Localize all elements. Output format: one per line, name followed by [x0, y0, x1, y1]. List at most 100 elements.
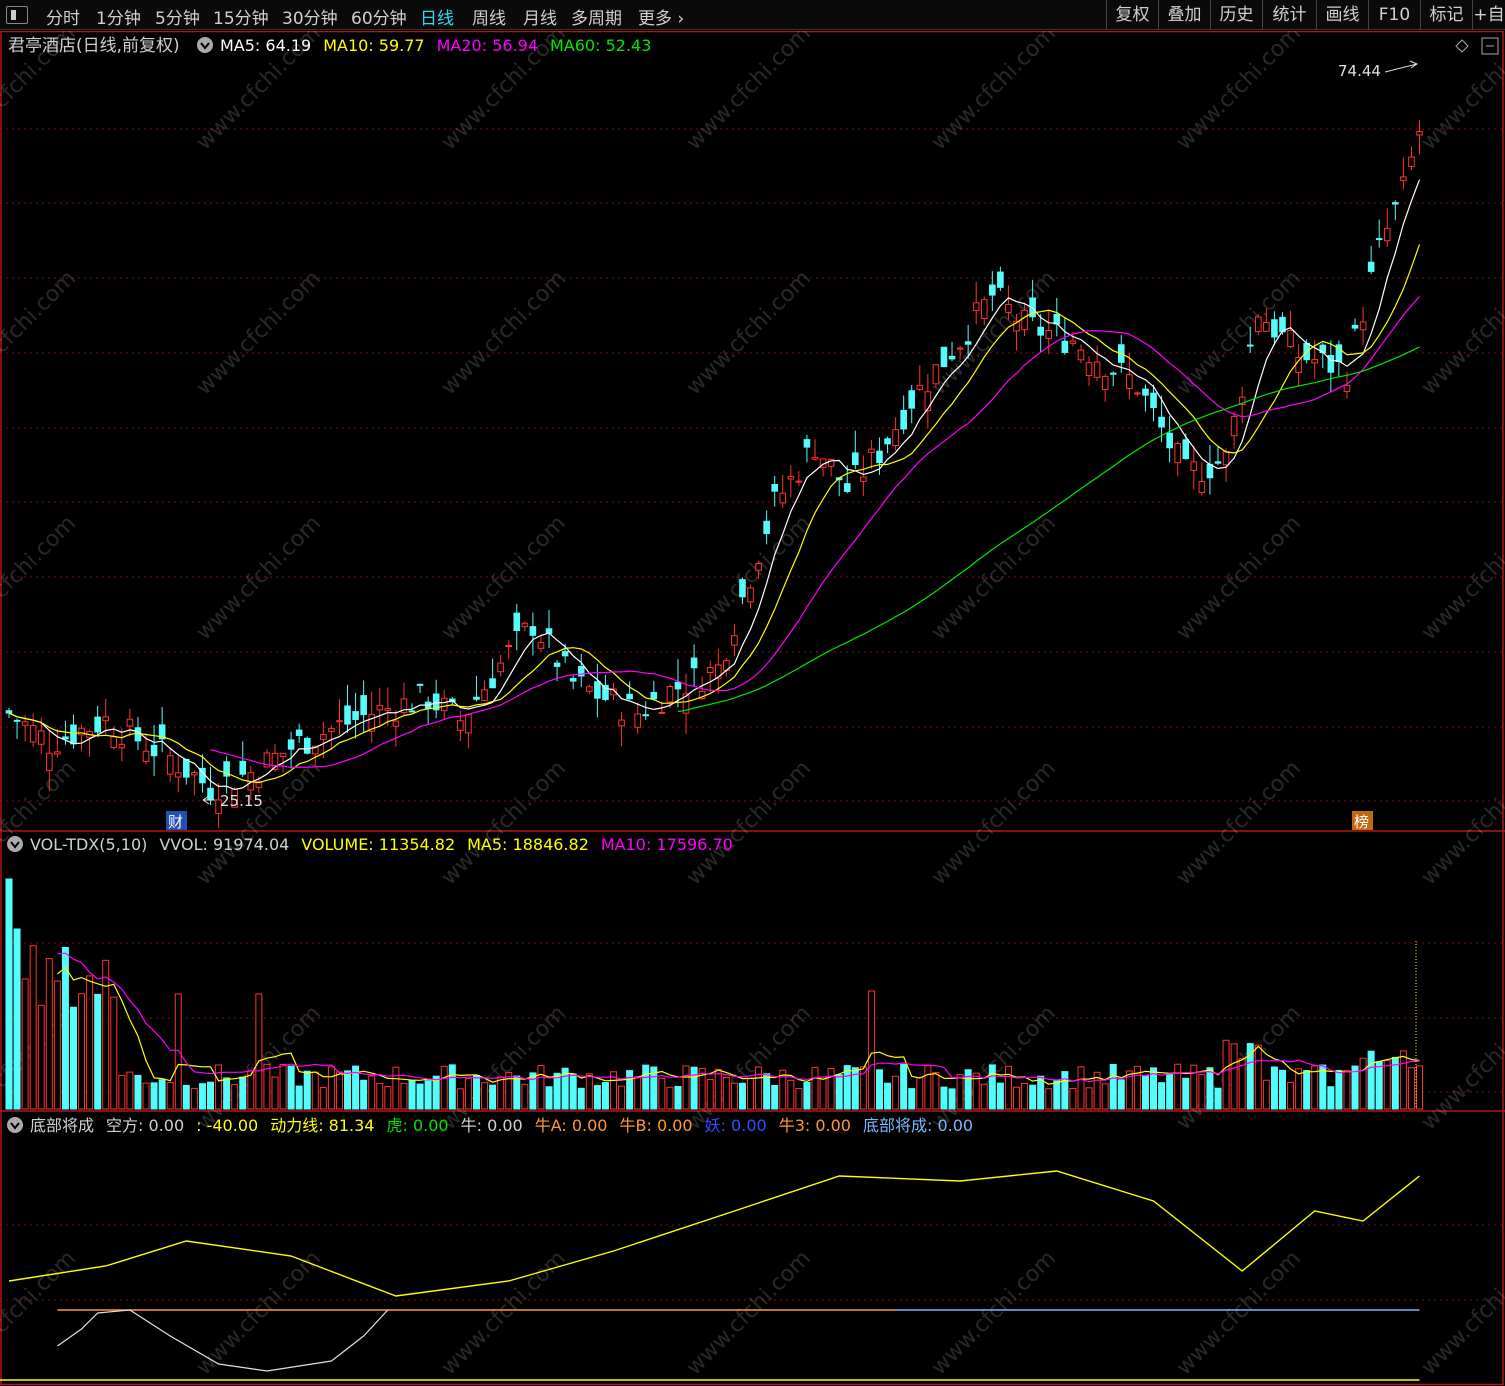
- candle[interactable]: [989, 271, 996, 312]
- candle[interactable]: [916, 365, 924, 392]
- volume-bar[interactable]: [569, 1073, 577, 1110]
- volume-bar[interactable]: [924, 1065, 932, 1110]
- candle[interactable]: [384, 687, 392, 726]
- candle[interactable]: [1271, 311, 1278, 346]
- volume-bar[interactable]: [1053, 1079, 1061, 1110]
- volume-bar[interactable]: [1367, 1050, 1375, 1110]
- volume-bar[interactable]: [360, 1079, 368, 1110]
- volume-bar[interactable]: [247, 1070, 255, 1110]
- candle[interactable]: [1142, 384, 1149, 412]
- candle[interactable]: [763, 510, 770, 545]
- volume-bar[interactable]: [166, 1082, 174, 1110]
- diamond-icon[interactable]: [1455, 39, 1469, 53]
- volume-bar[interactable]: [497, 1076, 505, 1110]
- candle[interactable]: [690, 644, 698, 687]
- volume-bar[interactable]: [521, 1083, 529, 1110]
- candle[interactable]: [1408, 146, 1415, 171]
- candle[interactable]: [1109, 371, 1117, 387]
- candle[interactable]: [900, 395, 907, 435]
- volume-bar[interactable]: [996, 1082, 1004, 1110]
- candle[interactable]: [1021, 302, 1028, 337]
- candle[interactable]: [263, 749, 271, 768]
- candle[interactable]: [497, 654, 504, 677]
- volume-bar[interactable]: [37, 1004, 45, 1110]
- candle[interactable]: [1263, 308, 1270, 332]
- volume-bar[interactable]: [198, 1083, 206, 1110]
- candle[interactable]: [1359, 306, 1367, 345]
- candle[interactable]: [287, 731, 295, 769]
- candle[interactable]: [13, 718, 21, 739]
- volume-bar[interactable]: [610, 1071, 617, 1110]
- volume-bar[interactable]: [803, 1082, 811, 1110]
- volume-bar[interactable]: [730, 1082, 738, 1110]
- candle[interactable]: [223, 756, 230, 794]
- volume-bar[interactable]: [1230, 1043, 1238, 1110]
- volume-bar[interactable]: [5, 878, 13, 1110]
- candle[interactable]: [1093, 345, 1101, 382]
- volume-bar[interactable]: [456, 1088, 464, 1110]
- volume-bar[interactable]: [690, 1066, 698, 1110]
- candle[interactable]: [344, 684, 351, 733]
- volume-bar[interactable]: [1037, 1075, 1045, 1110]
- candle[interactable]: [1214, 445, 1222, 466]
- volume-bar[interactable]: [1399, 1050, 1407, 1110]
- volume-bar[interactable]: [1158, 1082, 1166, 1110]
- volume-bar[interactable]: [1198, 1073, 1206, 1110]
- candle[interactable]: [674, 659, 682, 708]
- candle[interactable]: [174, 756, 182, 793]
- candle[interactable]: [618, 711, 625, 747]
- volume-bar[interactable]: [988, 1064, 996, 1110]
- volume-bar[interactable]: [207, 1081, 214, 1110]
- candle[interactable]: [795, 471, 803, 486]
- volume-bar[interactable]: [1246, 1043, 1254, 1110]
- volume-bar[interactable]: [174, 993, 182, 1110]
- candle[interactable]: [610, 682, 617, 700]
- volume-bar[interactable]: [1085, 1087, 1093, 1110]
- candle[interactable]: [5, 707, 13, 719]
- candle[interactable]: [1311, 340, 1319, 379]
- candle[interactable]: [118, 728, 126, 762]
- volume-bar[interactable]: [1182, 1077, 1190, 1110]
- candle[interactable]: [980, 296, 988, 326]
- candle[interactable]: [553, 659, 561, 682]
- volume-bar[interactable]: [585, 1073, 593, 1110]
- candle[interactable]: [465, 713, 472, 749]
- volume-bar[interactable]: [408, 1079, 416, 1110]
- volume-bar[interactable]: [45, 958, 53, 1110]
- volume-bar[interactable]: [158, 1079, 166, 1110]
- volume-bar[interactable]: [432, 1075, 440, 1110]
- candle[interactable]: [328, 725, 335, 751]
- volume-bar[interactable]: [698, 1067, 706, 1110]
- toolbar-button-4[interactable]: 画线: [1316, 0, 1368, 30]
- volume-bar[interactable]: [658, 1077, 666, 1110]
- volume-bar[interactable]: [561, 1067, 569, 1110]
- volume-bar[interactable]: [1109, 1064, 1117, 1110]
- volume-bar[interactable]: [1045, 1088, 1053, 1110]
- volume-bar[interactable]: [416, 1083, 424, 1110]
- candle[interactable]: [481, 680, 488, 702]
- candle[interactable]: [392, 709, 400, 747]
- volume-bar[interactable]: [376, 1082, 384, 1110]
- tab-3[interactable]: 15分钟: [213, 9, 269, 29]
- volume-bar[interactable]: [1174, 1063, 1182, 1110]
- candlesticks[interactable]: [5, 120, 1423, 828]
- tab-9[interactable]: 多周期: [571, 9, 622, 29]
- volume-bar[interactable]: [1093, 1071, 1101, 1110]
- volume-bar[interactable]: [1029, 1084, 1037, 1110]
- candle[interactable]: [1061, 317, 1069, 355]
- volume-bar[interactable]: [948, 1088, 956, 1110]
- volume-bar[interactable]: [1303, 1070, 1311, 1110]
- volume-bar[interactable]: [1375, 1061, 1383, 1110]
- volume-bar[interactable]: [472, 1074, 480, 1110]
- candle[interactable]: [521, 621, 529, 632]
- volume-bar[interactable]: [279, 1064, 287, 1110]
- candle[interactable]: [1295, 343, 1302, 386]
- tab-6[interactable]: 日线: [420, 9, 454, 29]
- candle[interactable]: [868, 439, 875, 469]
- volume-bar[interactable]: [634, 1076, 642, 1110]
- volume-bar[interactable]: [1287, 1081, 1295, 1110]
- volume-bar[interactable]: [303, 1070, 311, 1110]
- volume-bar[interactable]: [464, 1078, 472, 1110]
- candle[interactable]: [320, 721, 327, 759]
- volume-bar[interactable]: [1133, 1065, 1141, 1110]
